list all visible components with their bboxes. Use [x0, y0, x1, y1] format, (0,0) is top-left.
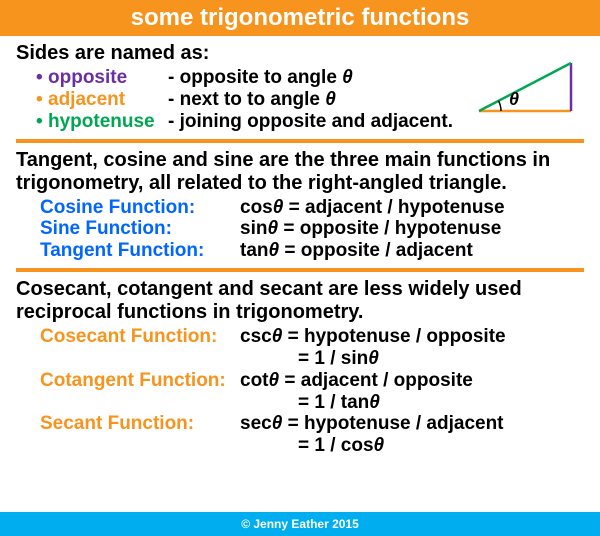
func-eq: cosθ = adjacent / hypotenuse [240, 197, 505, 219]
sides-section: Sides are named as: •opposite- opposite … [0, 36, 600, 139]
main-func-row: Sine Function:sinθ = opposite / hypotenu… [40, 218, 584, 240]
triangle-diagram: θ [474, 42, 584, 133]
main-intro: Tangent, cosine and sine are the three m… [16, 149, 584, 195]
title-bar: some trigonometric functions [0, 0, 600, 36]
func-eq2: = 1 / tanθ [298, 392, 380, 414]
side-item: •opposite- opposite to angle θ [36, 67, 474, 89]
func-eq: sinθ = opposite / hypotenuse [240, 218, 501, 240]
side-term: opposite [48, 67, 168, 89]
side-def: - joining opposite and adjacent. [168, 111, 453, 133]
main-functions-section: Tangent, cosine and sine are the three m… [0, 143, 600, 269]
recip-func-row: Cotangent Function:cotθ = adjacent / opp… [40, 370, 584, 392]
side-term: hypotenuse [48, 111, 168, 133]
side-def: - next to to angle θ [168, 89, 336, 111]
side-item: •adjacent- next to to angle θ [36, 89, 474, 111]
func-eq: secθ = hypotenuse / adjacent [240, 413, 504, 435]
func-name: Sine Function: [40, 218, 240, 240]
func-eq: tanθ = opposite / adjacent [240, 240, 473, 262]
func-eq2: = 1 / cosθ [298, 435, 384, 457]
main-func-row: Tangent Function:tanθ = opposite / adjac… [40, 240, 584, 262]
func-eq: cotθ = adjacent / opposite [240, 370, 473, 392]
func-name: Cosecant Function: [40, 326, 240, 348]
func-name: Cotangent Function: [40, 370, 240, 392]
main-func-row: Cosine Function:cosθ = adjacent / hypote… [40, 197, 584, 219]
func-name: Cosine Function: [40, 197, 240, 219]
func-eq2: = 1 / sinθ [298, 348, 379, 370]
sides-heading: Sides are named as: [16, 42, 474, 65]
side-term: adjacent [48, 89, 168, 111]
svg-text:θ: θ [509, 89, 519, 109]
func-eq: cscθ = hypotenuse / opposite [240, 326, 506, 348]
recip-func-row: Cosecant Function:cscθ = hypotenuse / op… [40, 326, 584, 348]
recip-func-row-2: = 1 / tanθ [40, 392, 584, 414]
reciprocal-functions-section: Cosecant, cotangent and secant are less … [0, 272, 600, 463]
side-def: - opposite to angle θ [168, 67, 353, 89]
func-name: Tangent Function: [40, 240, 240, 262]
side-item: •hypotenuse- joining opposite and adjace… [36, 111, 474, 133]
func-name: Secant Function: [40, 413, 240, 435]
recip-func-row: Secant Function:secθ = hypotenuse / adja… [40, 413, 584, 435]
footer-copyright: © Jenny Eather 2015 [0, 512, 600, 536]
recip-func-row-2: = 1 / sinθ [40, 348, 584, 370]
recip-intro: Cosecant, cotangent and secant are less … [16, 278, 584, 324]
recip-func-row-2: = 1 / cosθ [40, 435, 584, 457]
